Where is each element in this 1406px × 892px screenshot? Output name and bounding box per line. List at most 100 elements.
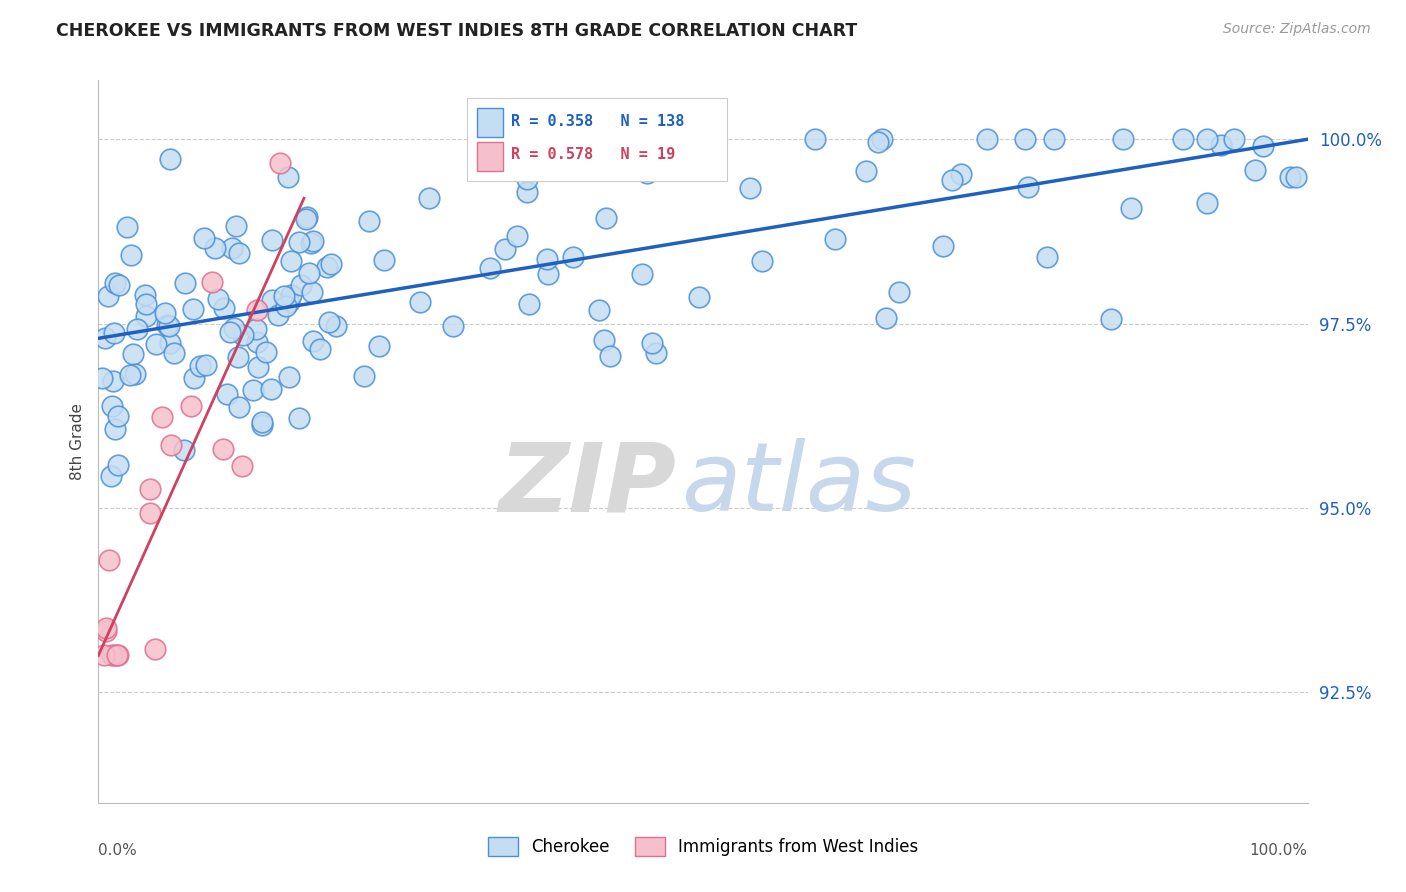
Point — [135, 310, 157, 324]
Point — [195, 358, 218, 372]
Point — [302, 234, 325, 248]
Point — [280, 288, 302, 302]
Point — [139, 482, 162, 496]
Point — [1251, 139, 1274, 153]
Text: 0.0%: 0.0% — [98, 843, 138, 857]
Point — [242, 383, 264, 397]
Point — [631, 268, 654, 282]
Point — [159, 336, 181, 351]
Point — [157, 319, 180, 334]
Point — [1036, 250, 1059, 264]
Point — [160, 438, 183, 452]
Point — [1279, 169, 1302, 184]
Point — [139, 506, 162, 520]
Text: Source: ZipAtlas.com: Source: ZipAtlas.com — [1223, 22, 1371, 37]
Point — [645, 346, 668, 360]
Point — [1171, 132, 1194, 146]
Text: R = 0.578   N = 19: R = 0.578 N = 19 — [510, 147, 675, 162]
Point — [260, 382, 283, 396]
Point — [875, 311, 897, 326]
Point — [593, 333, 616, 347]
Point — [262, 293, 284, 307]
Point — [276, 299, 298, 313]
Point — [143, 641, 166, 656]
Point — [107, 458, 129, 473]
Point — [104, 422, 127, 436]
Point — [228, 400, 250, 414]
Point — [295, 211, 318, 226]
Point — [595, 211, 617, 225]
Point — [517, 297, 540, 311]
Point — [107, 409, 129, 423]
Point — [267, 308, 290, 322]
Point — [124, 367, 146, 381]
Point — [225, 219, 247, 234]
Point — [96, 621, 118, 635]
Text: ZIP: ZIP — [499, 438, 676, 532]
Point — [211, 442, 233, 457]
Point — [120, 248, 142, 262]
Point — [373, 253, 395, 268]
Point — [824, 232, 846, 246]
Point — [1112, 132, 1135, 146]
Point — [1119, 201, 1142, 215]
Point — [153, 305, 176, 319]
Point — [479, 260, 502, 275]
Point — [118, 368, 141, 382]
Point — [250, 415, 273, 429]
Point — [506, 228, 529, 243]
Point — [214, 301, 236, 315]
Point — [100, 468, 122, 483]
Point — [949, 167, 972, 181]
Point — [219, 325, 242, 339]
Point — [174, 277, 197, 291]
Point — [204, 241, 226, 255]
Point — [180, 399, 202, 413]
Point — [277, 170, 299, 185]
Point — [516, 185, 538, 199]
Point — [627, 132, 650, 146]
Point — [94, 624, 117, 639]
Point — [232, 328, 254, 343]
Point — [309, 343, 332, 357]
Point — [104, 276, 127, 290]
Point — [298, 266, 321, 280]
Point — [870, 132, 893, 146]
Point — [1099, 311, 1122, 326]
Point — [262, 233, 284, 247]
Point — [1197, 132, 1219, 146]
Point — [367, 339, 389, 353]
Point — [101, 374, 124, 388]
Legend: Cherokee, Immigrants from West Indies: Cherokee, Immigrants from West Indies — [481, 830, 925, 863]
Point — [889, 285, 911, 300]
Point — [537, 267, 560, 281]
Point — [418, 191, 440, 205]
Point — [246, 334, 269, 349]
Point — [134, 288, 156, 302]
Point — [159, 152, 181, 166]
Point — [976, 132, 998, 146]
Point — [510, 155, 533, 169]
Point — [201, 275, 224, 289]
Point — [316, 260, 339, 275]
Point — [122, 346, 145, 360]
Point — [1211, 138, 1233, 153]
Point — [254, 345, 277, 359]
Point — [561, 250, 583, 264]
Point — [183, 371, 205, 385]
Point — [269, 156, 291, 170]
Point — [599, 349, 621, 363]
Point — [228, 246, 250, 260]
Text: 100.0%: 100.0% — [1250, 843, 1308, 857]
Point — [98, 553, 121, 567]
Point — [641, 335, 664, 350]
Point — [91, 371, 114, 385]
Point — [1018, 180, 1040, 194]
Point — [409, 294, 432, 309]
Point — [280, 254, 302, 268]
Point — [353, 369, 375, 384]
Point — [441, 318, 464, 333]
Point — [299, 236, 322, 251]
Point — [740, 181, 762, 195]
Point — [156, 318, 179, 332]
